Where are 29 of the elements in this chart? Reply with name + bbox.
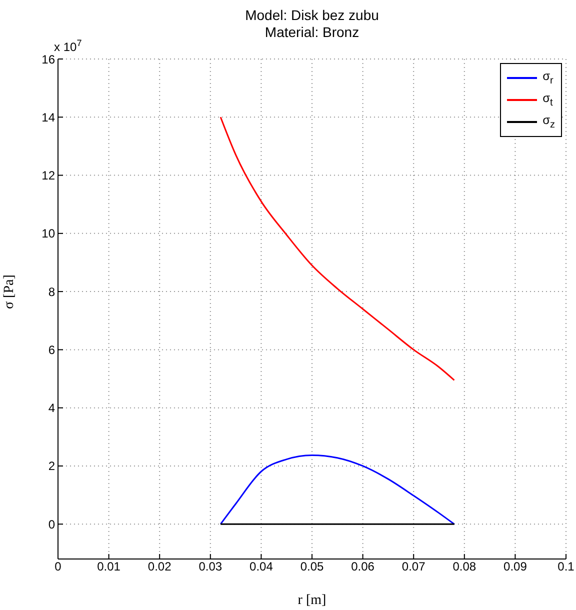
x-axis-title: r [m] [298, 593, 326, 608]
x-tick-label: 0.1 [558, 560, 575, 574]
x-tick-label: 0.09 [504, 560, 528, 574]
text: x 10$^{7}$ [54, 38, 82, 54]
x-tick-label: 0.05 [300, 560, 324, 574]
y-axis-title: σ [Pa] [2, 274, 17, 309]
y-tick-label: 4 [48, 401, 56, 416]
y-tick-label: 14 [42, 110, 56, 124]
y-tick-label: 12 [42, 168, 56, 183]
y-tick-label: 6 [48, 342, 56, 357]
x-tick-label: 0.03 [198, 560, 222, 574]
legend-label: σ$_{t}$ [542, 91, 553, 109]
legend-label: σ$_{z}$ [542, 113, 555, 131]
x-tick-label: 0.02 [148, 560, 172, 574]
x-tick-label: 0.06 [351, 560, 375, 574]
y-tick-label: 0 [48, 517, 56, 532]
chart-subtitle: Material: Bronz [264, 24, 360, 40]
x-tick-label: 0.07 [402, 560, 426, 574]
x-tick-label: 0.01 [97, 560, 121, 574]
y-tick-label: 8 [48, 284, 56, 299]
chart-title: Model: Disk bez zubu [245, 7, 379, 23]
x-tick-label: 0.08 [452, 560, 476, 574]
y-tick-label: 16 [42, 52, 56, 66]
x-tick-label: 0.04 [250, 560, 274, 574]
line-series [220, 116, 455, 381]
y-tick-label: 10 [42, 226, 56, 241]
y-tick-label: 2 [48, 459, 56, 474]
legend-label: σ$_{r}$ [542, 69, 554, 87]
line-series [220, 454, 455, 525]
